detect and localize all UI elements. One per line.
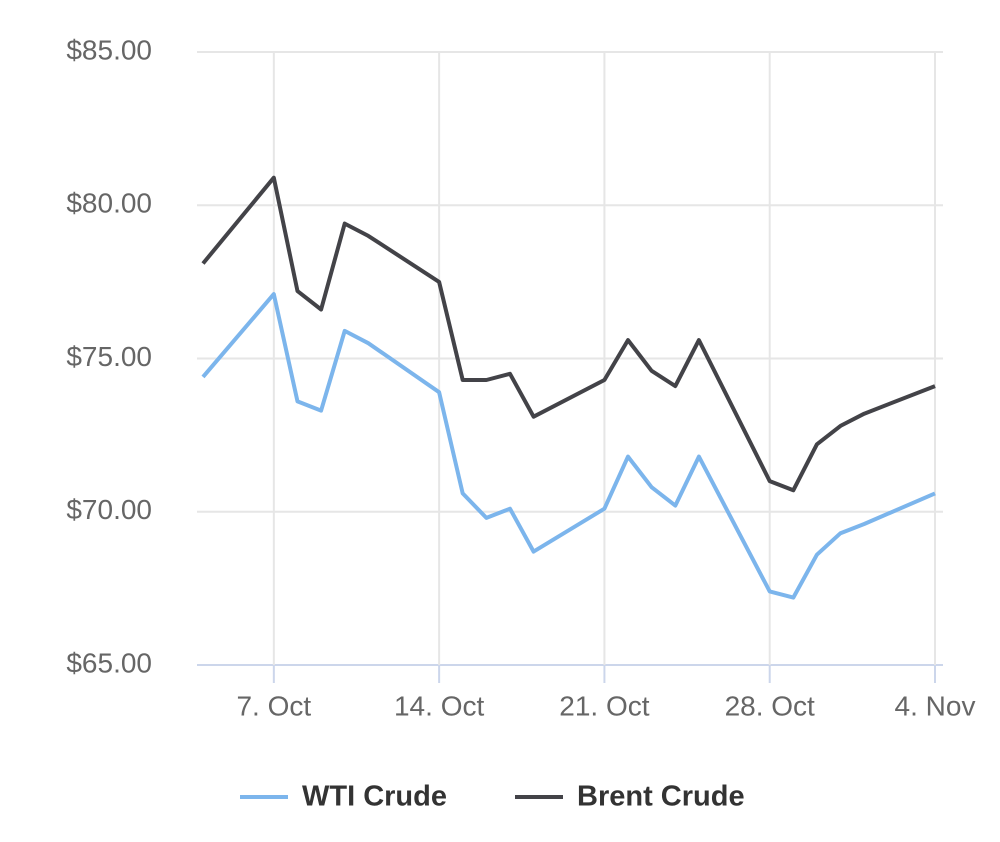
x-tick-label: 28. Oct xyxy=(725,690,815,721)
series-line xyxy=(201,175,936,493)
y-tick-label: $70.00 xyxy=(66,494,152,525)
x-tick-label: 21. Oct xyxy=(559,690,649,721)
y-tick-label: $65.00 xyxy=(66,647,152,678)
y-tick-label: $85.00 xyxy=(66,34,152,65)
y-tick-label: $75.00 xyxy=(66,341,152,372)
x-tick-label: 7. Oct xyxy=(236,690,311,721)
legend-label: WTI Crude xyxy=(302,781,447,813)
legend-label: Brent Crude xyxy=(577,781,745,813)
x-tick-label: 4. Nov xyxy=(895,690,976,721)
series-line xyxy=(201,292,936,600)
x-tick-label: 14. Oct xyxy=(394,690,484,721)
y-tick-label: $80.00 xyxy=(66,188,152,219)
